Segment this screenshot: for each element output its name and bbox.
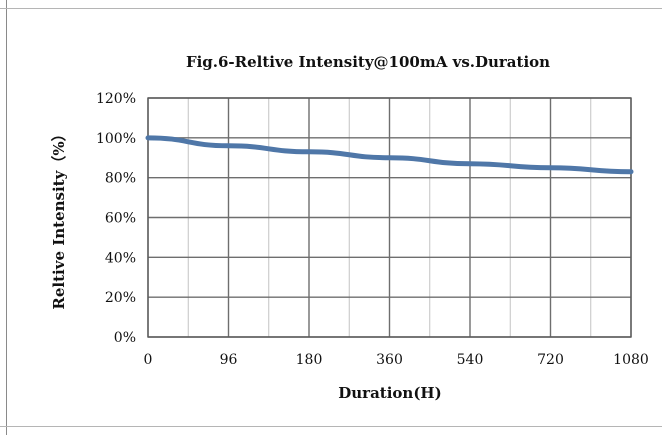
y-axis-ticks: 0% 20% 40% 60% 80% 100% 120% [96, 91, 136, 346]
y-tick-label: 20% [105, 290, 136, 306]
series-line [145, 135, 634, 175]
y-tick-label: 0% [114, 330, 136, 346]
x-tick-label: 0 [144, 352, 153, 368]
x-tick-label: 96 [220, 352, 238, 368]
x-tick-label: 1080 [613, 352, 649, 368]
plot-area-border [147, 97, 632, 338]
y-tick-label: 80% [105, 171, 136, 187]
series-layer [145, 135, 634, 175]
frame-border-bottom [0, 426, 662, 427]
x-axis-label: Duration(H) [338, 384, 441, 402]
grid [147, 97, 632, 338]
y-tick-label: 60% [105, 211, 136, 227]
x-tick-label: 720 [537, 352, 564, 368]
y-tick-label: 40% [105, 250, 136, 266]
y-tick-label: 120% [96, 91, 136, 107]
x-tick-label: 540 [457, 352, 484, 368]
chart-title: Fig.6-Reltive Intensity@100mA vs.Duratio… [186, 53, 550, 71]
frame-border-left [6, 0, 7, 435]
y-axis-label: Reltive Intensity（%） [50, 126, 68, 309]
x-tick-label: 360 [376, 352, 403, 368]
frame-border-top [0, 8, 662, 9]
x-tick-label: 180 [296, 352, 323, 368]
y-tick-label: 100% [96, 131, 136, 147]
x-axis-ticks: 0 96 180 360 540 720 1080 [144, 352, 649, 368]
